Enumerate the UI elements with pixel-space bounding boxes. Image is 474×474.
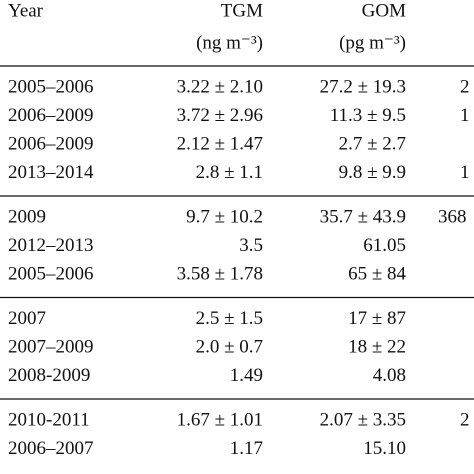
value-cell: 17 ± 87 xyxy=(348,308,406,329)
year-cell: 2007 xyxy=(8,308,46,329)
year-cell: 2006–2009 xyxy=(8,105,94,126)
value-cell: 1.67 ± 1.01 xyxy=(177,410,263,431)
value-cell: 1 xyxy=(460,105,470,126)
value-cell: 2.0 ± 0.7 xyxy=(196,337,263,358)
value-cell: 368 xyxy=(438,207,467,228)
value-cell: 35.7 ± 43.9 xyxy=(320,207,406,228)
value-cell: 61.05 xyxy=(363,235,406,256)
column-unit: (ng m⁻³) xyxy=(196,32,263,53)
column-unit: (pg m⁻³) xyxy=(339,32,406,53)
value-cell: 1.49 xyxy=(230,365,263,386)
year-cell: 2006–2007 xyxy=(8,438,94,459)
year-cell: 2005–2006 xyxy=(8,77,94,98)
value-cell: 2.5 ± 1.5 xyxy=(196,308,263,329)
value-cell: 1.17 xyxy=(230,438,263,459)
year-cell: 2005–2006 xyxy=(8,264,94,285)
year-cell: 2010-2011 xyxy=(8,410,90,431)
year-cell: 2013–2014 xyxy=(8,162,94,183)
value-cell: 18 ± 22 xyxy=(348,337,406,358)
value-cell: 9.8 ± 9.9 xyxy=(339,162,406,183)
value-cell: 4.08 xyxy=(373,365,406,386)
value-cell: 1 xyxy=(460,162,470,183)
value-cell: 65 ± 84 xyxy=(348,264,406,285)
value-cell: 27.2 ± 19.3 xyxy=(320,77,406,98)
column-header: GOM xyxy=(362,0,406,21)
value-cell: 2 xyxy=(460,410,470,431)
column-header: Year xyxy=(8,0,44,21)
column-header: TGM xyxy=(221,0,263,21)
value-cell: 3.58 ± 1.78 xyxy=(177,264,263,285)
value-cell: 3.22 ± 2.10 xyxy=(177,77,263,98)
year-cell: 2008-2009 xyxy=(8,365,90,386)
value-cell: 11.3 ± 9.5 xyxy=(330,105,406,126)
value-cell: 2.8 ± 1.1 xyxy=(196,162,263,183)
year-cell: 2012–2013 xyxy=(8,235,94,256)
value-cell: 2.07 ± 3.35 xyxy=(320,410,406,431)
value-cell: 15.10 xyxy=(363,438,406,459)
value-cell: 2.12 ± 1.47 xyxy=(177,134,263,155)
value-cell: 9.7 ± 10.2 xyxy=(186,207,263,228)
value-cell: 3.72 ± 2.96 xyxy=(177,105,263,126)
year-cell: 2006–2009 xyxy=(8,134,94,155)
year-cell: 2007–2009 xyxy=(8,337,94,358)
value-cell: 3.5 xyxy=(239,235,263,256)
year-cell: 2009 xyxy=(8,207,46,228)
value-cell: 2 xyxy=(460,77,470,98)
value-cell: 2.7 ± 2.7 xyxy=(339,134,406,155)
